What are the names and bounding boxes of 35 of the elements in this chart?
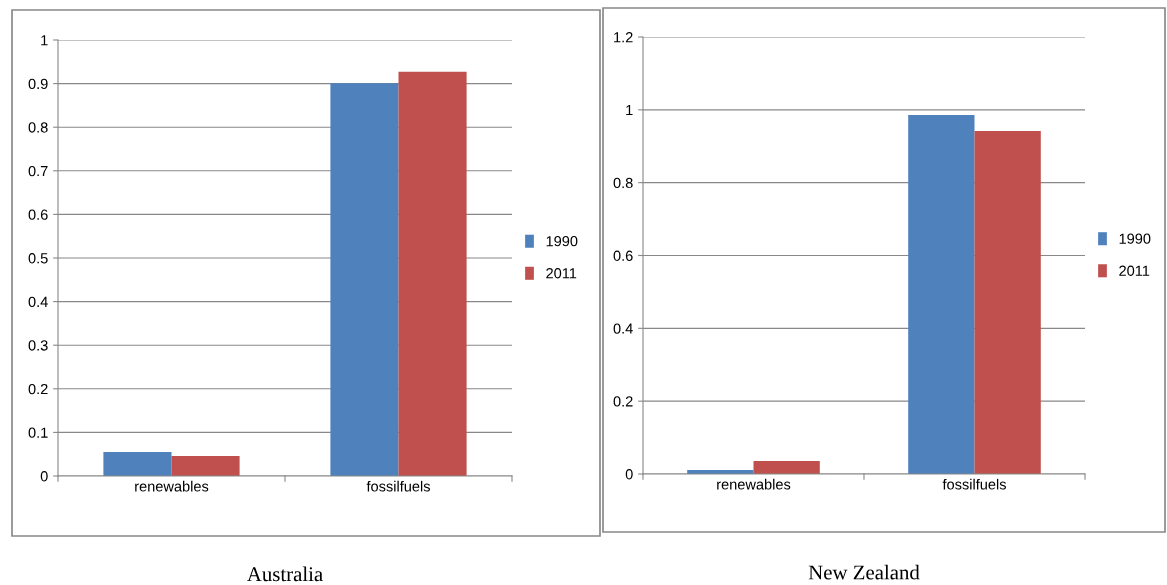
y-tick-label: 0.1 bbox=[28, 427, 48, 438]
x-tick-label: renewables bbox=[717, 478, 791, 490]
text: New Zealand bbox=[808, 564, 920, 580]
bar bbox=[171, 455, 240, 476]
y-tick-label: 1 bbox=[41, 35, 48, 46]
bar bbox=[753, 460, 820, 474]
y-tick-label: 0.7 bbox=[28, 165, 48, 177]
y-tick-label: 0.2 bbox=[28, 383, 48, 395]
y-tick-label: 1 bbox=[626, 105, 633, 116]
y-tick-label: 0.6 bbox=[28, 209, 48, 220]
y-tick-label: 0.9 bbox=[28, 78, 48, 90]
legend-label: 1990 bbox=[546, 236, 578, 247]
bar bbox=[103, 452, 172, 476]
text: Australia bbox=[247, 566, 323, 582]
y-tick-label: 0.8 bbox=[613, 177, 633, 189]
legend-label: 1990 bbox=[1119, 233, 1151, 244]
bar bbox=[908, 114, 975, 474]
y-tick-label: 0.4 bbox=[28, 296, 48, 308]
y-tick-label: 0.5 bbox=[28, 253, 48, 264]
y-tick-label: 0.4 bbox=[613, 323, 633, 334]
legend-label: 2011 bbox=[1119, 265, 1150, 276]
y-tick-label: 0.3 bbox=[28, 340, 48, 351]
bar bbox=[398, 71, 467, 476]
y-tick-label: 0 bbox=[625, 469, 633, 480]
y-tick-label: 0.6 bbox=[613, 250, 633, 261]
x-tick-label: renewables bbox=[135, 480, 209, 492]
bar bbox=[974, 130, 1041, 474]
x-tick-label: fossilfuels bbox=[942, 478, 1006, 490]
bar bbox=[330, 83, 399, 476]
y-tick-label: 1.2 bbox=[614, 32, 633, 43]
y-tick-label: 0 bbox=[40, 471, 48, 482]
y-tick-label: 0.8 bbox=[28, 122, 48, 133]
legend-label: 2011 bbox=[546, 268, 577, 279]
x-tick-label: fossilfuels bbox=[366, 480, 430, 492]
y-tick-label: 0.2 bbox=[613, 396, 633, 407]
